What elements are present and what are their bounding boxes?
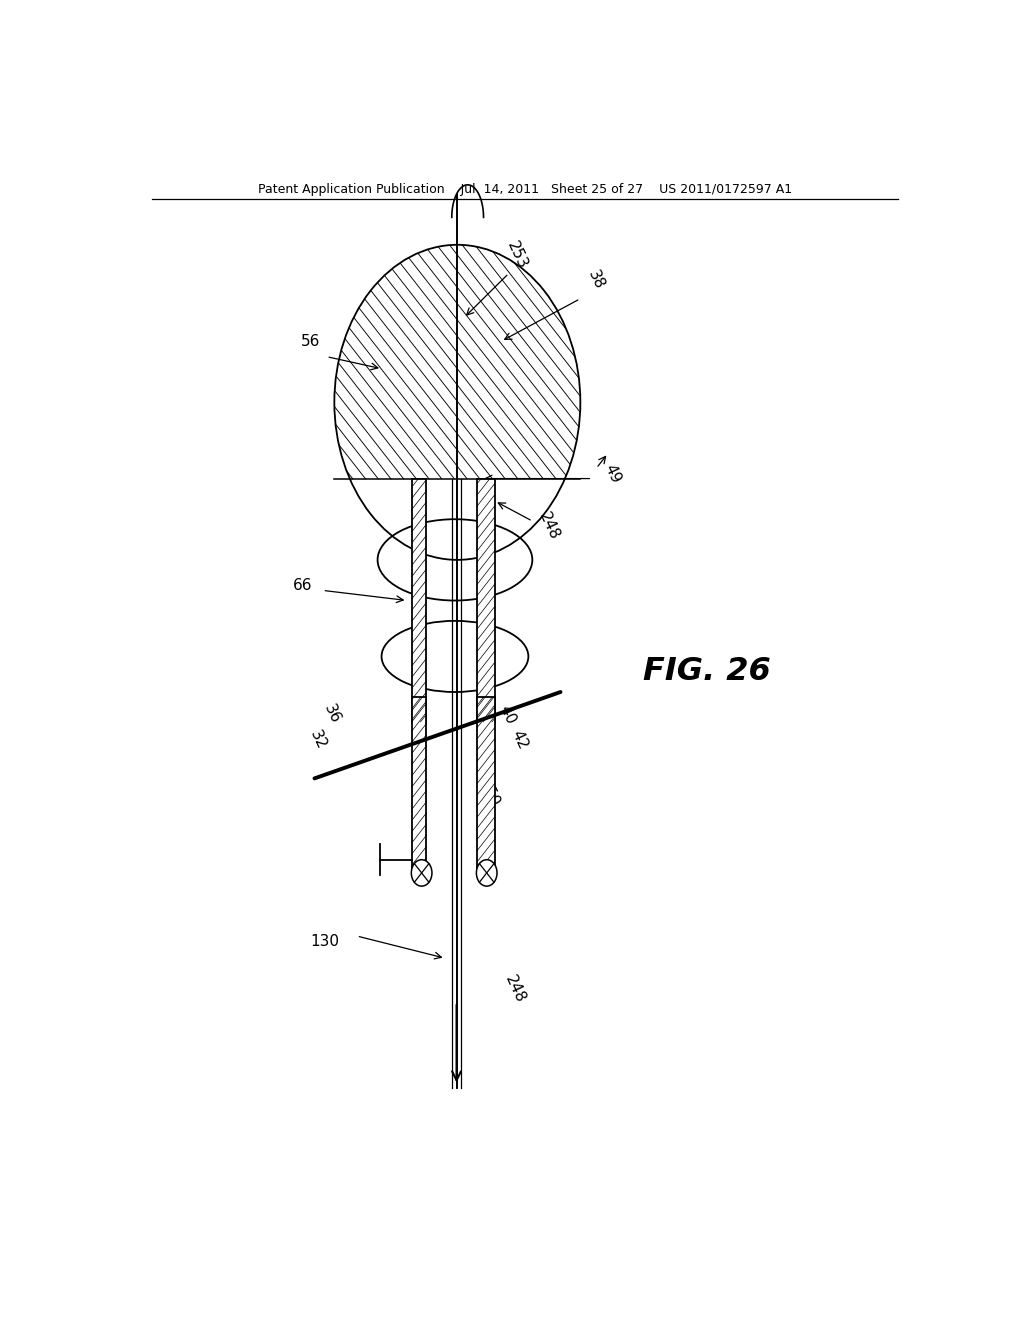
Text: 40: 40 [497,702,518,726]
Text: Patent Application Publication    Jul. 14, 2011   Sheet 25 of 27    US 2011/0172: Patent Application Publication Jul. 14, … [258,183,792,197]
Text: 38: 38 [586,268,607,292]
Text: 248: 248 [503,973,528,1005]
Text: 56: 56 [301,334,321,348]
Text: 130: 130 [310,933,339,949]
Text: 248: 248 [536,510,561,543]
Text: 36: 36 [322,702,343,726]
Bar [477,479,495,722]
Bar [412,697,426,875]
Circle shape [412,859,432,886]
Text: 250: 250 [476,777,502,810]
Text: FIG. 26: FIG. 26 [643,656,771,688]
Text: 253: 253 [504,239,529,272]
Bar [412,479,426,722]
Text: 32: 32 [307,727,330,751]
Text: 49: 49 [601,462,623,486]
Circle shape [476,859,497,886]
Text: 66: 66 [293,578,312,593]
Text: 42: 42 [508,727,530,751]
Bar [477,697,495,875]
